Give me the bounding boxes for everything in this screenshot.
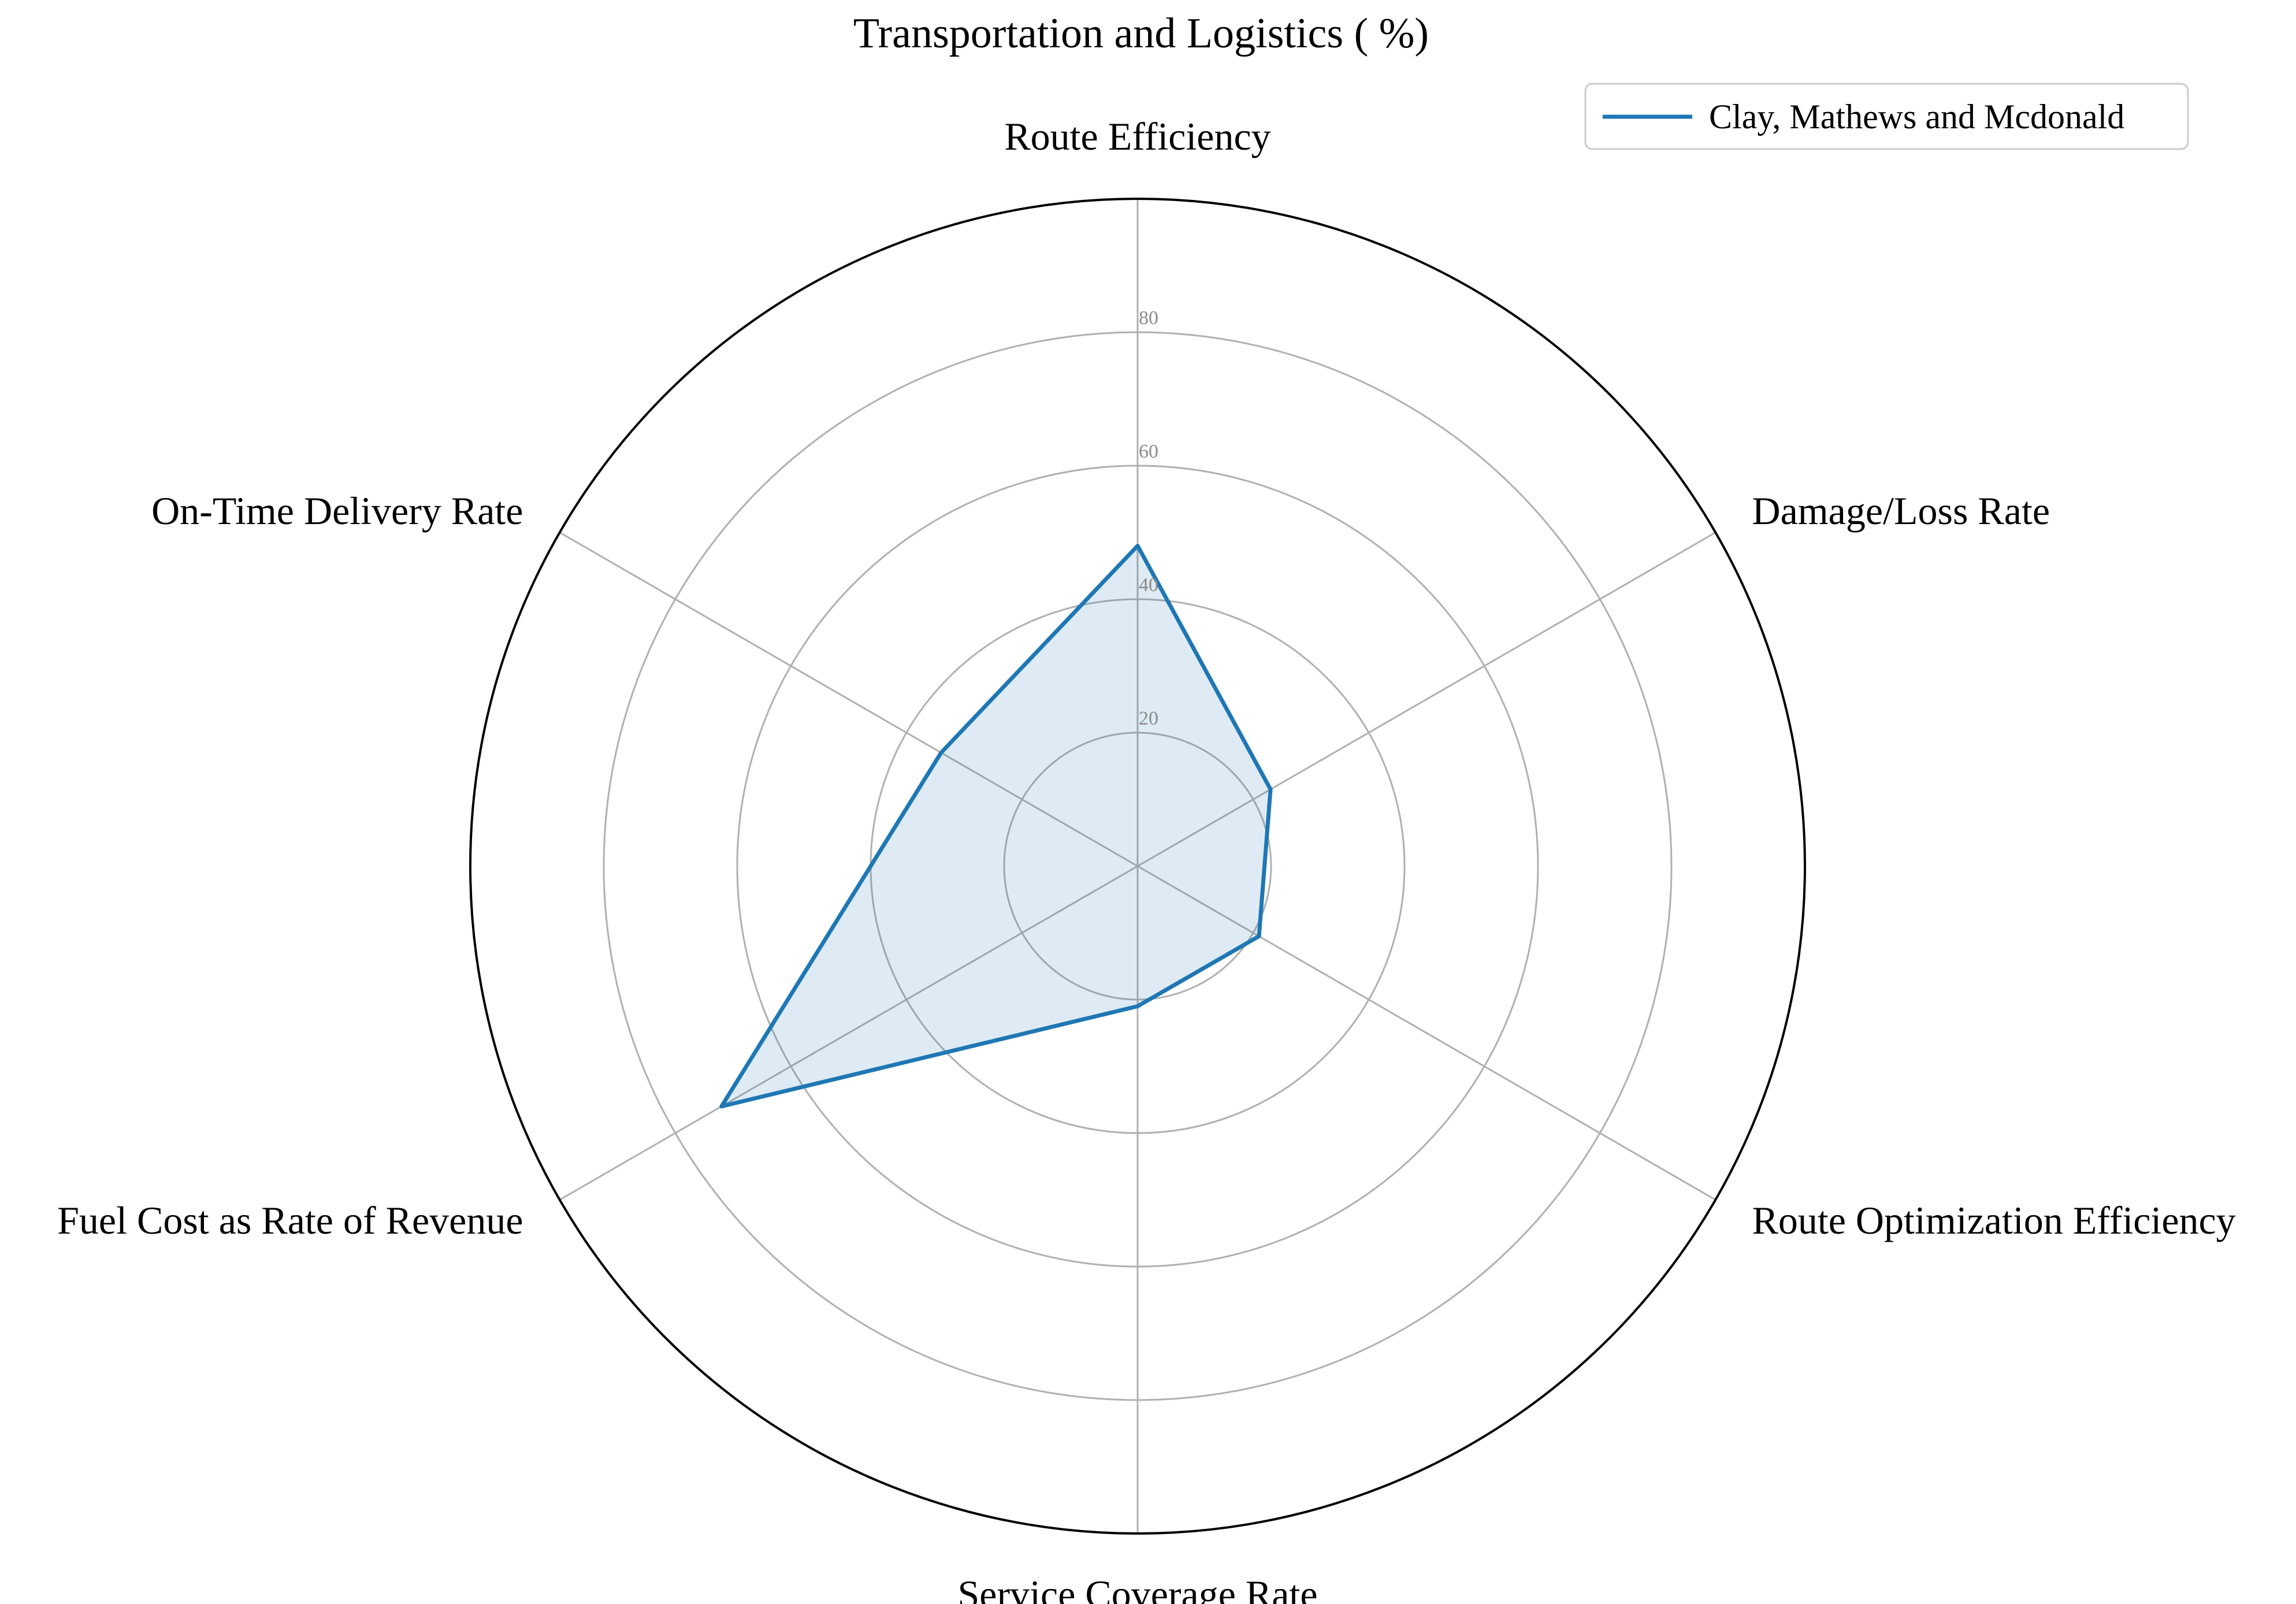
legend-frame [1584,83,2189,150]
axis-label-6: On-Time Delivery Rate [151,489,523,533]
radar-series [719,544,1273,1109]
axis-labels: Route Efficiency Damage/Loss Rate Route Op… [57,114,2236,1604]
series-line-1 [719,544,1273,1109]
axis-label-3: Route Optimization Efficiency [1752,1198,2236,1242]
outer-ring [469,198,1806,1535]
axis-spoke-2 [1137,532,1717,867]
axis-label-5: Fuel Cost as Rate of Revenue [57,1198,523,1242]
legend-label-series-1: Clay, Mathews and Mcdonald [1709,98,2124,136]
axis-spoke-3 [1137,865,1717,1201]
axis-label-2: Damage/Loss Rate [1752,489,2050,533]
axis-label-1: Route Efficiency [1004,114,1270,158]
series-area-1 [721,545,1271,1107]
tick-label-60: 60 [1139,441,1158,462]
chart-title: Transportation and Logistics ( %) [853,10,1429,57]
axis-spoke-6 [559,532,1138,867]
radar-grid [469,198,1806,1535]
radial-tick-labels: 20 40 60 80 [1139,307,1158,729]
tick-label-40: 40 [1139,574,1158,596]
tick-label-80: 80 [1139,307,1158,329]
axis-spoke-5 [559,865,1138,1201]
legend: Clay, Mathews and Mcdonald [1584,83,2189,150]
tick-label-20: 20 [1139,708,1158,729]
axis-label-4: Service Coverage Rate [957,1572,1317,1604]
